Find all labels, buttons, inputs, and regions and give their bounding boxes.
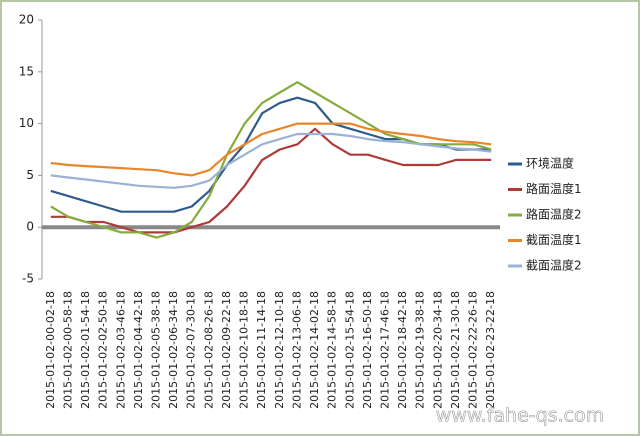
series-line <box>50 132 492 189</box>
legend-label: 截面温度1 <box>526 232 582 247</box>
x-tick-label: 2015-01-02-00-58-18 <box>61 291 74 409</box>
y-tick-label: -5 <box>22 272 34 286</box>
x-tick-label: 2015-01-02-13-06-18 <box>290 291 303 409</box>
x-tick-label: 2015-01-02-04-42-18 <box>132 291 145 409</box>
x-tick-label: 2015-01-02-20-34-18 <box>431 291 444 409</box>
x-tick-label: 2015-01-02-19-38-18 <box>414 291 427 409</box>
legend-label: 路面温度2 <box>526 207 582 222</box>
series-line <box>50 122 492 177</box>
legend-label: 截面温度2 <box>526 258 582 273</box>
x-tick-label: 2015-01-02-14-02-18 <box>308 291 321 409</box>
y-tick-label: 15 <box>19 64 34 78</box>
x-tick-label: 2015-01-02-11-14-18 <box>255 291 268 409</box>
x-tick-label: 2015-01-02-15-54-18 <box>343 291 356 409</box>
x-tick-label: 2015-01-02-17-46-18 <box>379 291 392 409</box>
legend-label: 路面温度1 <box>526 181 582 196</box>
x-tick-label: 2015-01-02-10-18-18 <box>238 291 251 409</box>
legend-label: 环境温度 <box>526 156 574 171</box>
watermark: www.fahe-qs.com <box>436 405 604 427</box>
x-tick-label: 2015-01-02-08-26-18 <box>202 291 215 409</box>
y-tick-label: 10 <box>19 116 34 130</box>
x-tick-label: 2015-01-02-00-02-18 <box>44 291 57 409</box>
y-tick-label: 20 <box>19 13 34 27</box>
x-tick-label: 2015-01-02-14-58-18 <box>326 291 339 409</box>
x-tick-label: 2015-01-02-22-26-18 <box>467 291 480 409</box>
x-tick-label: 2015-01-02-09-22-18 <box>220 291 233 409</box>
x-tick-label: 2015-01-02-03-46-18 <box>114 291 127 409</box>
x-tick-label: 2015-01-02-18-42-18 <box>396 291 409 409</box>
series-line <box>50 127 492 234</box>
x-tick-label: 2015-01-02-23-22-18 <box>484 291 497 409</box>
x-tick-label: 2015-01-02-05-38-18 <box>150 291 163 409</box>
x-tick-label: 2015-01-02-01-54-18 <box>79 291 92 409</box>
x-tick-label: 2015-01-02-16-50-18 <box>361 291 374 409</box>
x-tick-label: 2015-01-02-12-10-18 <box>273 291 286 409</box>
x-tick-label: 2015-01-02-02-50-18 <box>97 291 110 409</box>
x-tick-label: 2015-01-02-07-30-18 <box>185 291 198 409</box>
x-tick-label: 2015-01-02-21-30-18 <box>449 291 462 409</box>
x-tick-label: 2015-01-02-06-34-18 <box>167 291 180 409</box>
y-tick-label: 0 <box>26 220 34 234</box>
y-tick-label: 5 <box>26 168 34 182</box>
